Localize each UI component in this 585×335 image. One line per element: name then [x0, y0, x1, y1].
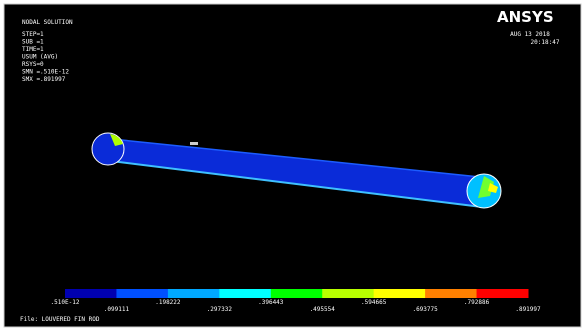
legend-label: .792886 [464, 299, 490, 306]
rod-end [92, 133, 124, 165]
header-line: SMN =.510E-12 [22, 69, 69, 76]
legend-label: .099111 [104, 306, 130, 313]
legend-label: .891997 [515, 306, 541, 313]
color-band [219, 289, 271, 298]
legend-label: .510E-12 [51, 299, 80, 306]
marker [190, 142, 198, 145]
logo: ANSYS [497, 8, 554, 26]
header-line: USUM (AVG) [22, 54, 58, 61]
file-label: File: LOUVERED FIN ROD [20, 316, 100, 323]
time: 20:18:47 [531, 39, 560, 46]
color-band [477, 289, 529, 298]
header-line: RSYS=0 [22, 61, 44, 68]
color-band [322, 289, 374, 298]
date: AUG 13 2018 [510, 31, 550, 38]
page: NODAL SOLUTION STEP=1SUB =1TIME=1USUM (A… [0, 0, 585, 331]
color-band [271, 289, 323, 298]
header-line: STEP=1 [22, 31, 44, 38]
header-line: TIME=1 [22, 46, 44, 53]
legend-label: .594665 [361, 299, 387, 306]
header-line: SUB =1 [22, 39, 44, 46]
legend-label: .495554 [310, 306, 336, 313]
ansys-window: NODAL SOLUTION STEP=1SUB =1TIME=1USUM (A… [0, 0, 585, 331]
legend-label: .198222 [155, 299, 181, 306]
color-band [425, 289, 477, 298]
color-band [116, 289, 168, 298]
header-line: SMX =.891997 [22, 76, 66, 83]
color-band [374, 289, 426, 298]
color-band [65, 289, 117, 298]
legend-label: .396443 [258, 299, 284, 306]
legend-label: .297332 [207, 306, 233, 313]
legend-label: .693775 [412, 306, 438, 313]
title: NODAL SOLUTION [22, 19, 73, 26]
color-band [168, 289, 220, 298]
